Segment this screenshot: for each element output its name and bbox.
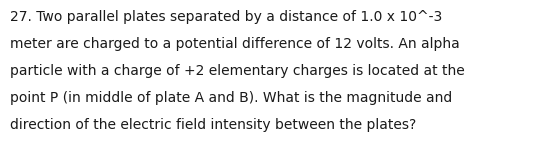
Text: direction of the electric field intensity between the plates?: direction of the electric field intensit… — [10, 118, 416, 132]
Text: point P (in middle of plate A and B). What is the magnitude and: point P (in middle of plate A and B). Wh… — [10, 91, 453, 105]
Text: particle with a charge of +2 elementary charges is located at the: particle with a charge of +2 elementary … — [10, 64, 465, 78]
Text: 27. Two parallel plates separated by a distance of 1.0 x 10^-3: 27. Two parallel plates separated by a d… — [10, 10, 442, 24]
Text: meter are charged to a potential difference of 12 volts. An alpha: meter are charged to a potential differe… — [10, 37, 460, 51]
